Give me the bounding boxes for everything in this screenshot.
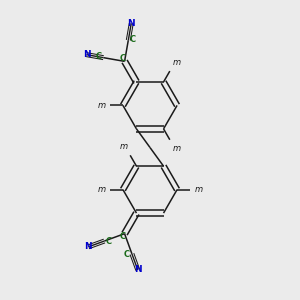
Text: N: N bbox=[83, 50, 90, 59]
Text: m: m bbox=[97, 101, 105, 110]
Text: m: m bbox=[195, 185, 203, 194]
Text: C: C bbox=[120, 232, 126, 241]
Text: C: C bbox=[130, 35, 136, 44]
Text: m: m bbox=[97, 185, 105, 194]
Text: N: N bbox=[134, 266, 142, 274]
Text: C: C bbox=[106, 237, 112, 246]
Text: m: m bbox=[172, 144, 180, 153]
Text: m: m bbox=[120, 142, 128, 151]
Text: C: C bbox=[95, 52, 101, 62]
Text: C: C bbox=[124, 250, 130, 259]
Text: m: m bbox=[172, 58, 180, 67]
Text: N: N bbox=[84, 242, 92, 251]
Text: C: C bbox=[120, 54, 126, 63]
Text: N: N bbox=[128, 19, 135, 28]
